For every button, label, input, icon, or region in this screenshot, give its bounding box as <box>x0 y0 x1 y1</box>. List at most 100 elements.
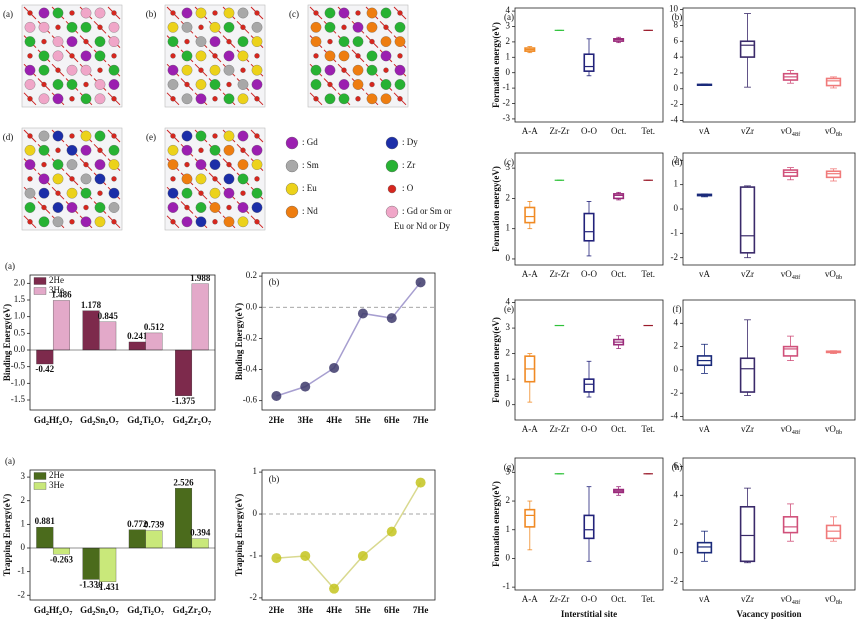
x-tick-label: 4He <box>326 415 342 425</box>
box <box>696 541 713 554</box>
atom <box>83 204 89 211</box>
plot-frame <box>514 457 664 591</box>
atom <box>52 202 64 213</box>
atom <box>111 219 117 225</box>
value-label: 1.988 <box>190 273 211 283</box>
y-tick-label: 1 <box>674 179 679 189</box>
atom <box>38 144 50 156</box>
y-tick-label: 0.0 <box>246 301 258 311</box>
y-tick-label: 0 <box>506 399 511 409</box>
atom <box>254 133 260 139</box>
panel-label: (f) <box>673 304 682 314</box>
x-tick-label: vO48f <box>781 126 801 138</box>
bar <box>99 321 117 351</box>
structure-image <box>21 4 123 108</box>
value-label: -1.431 <box>96 582 120 592</box>
atom <box>97 147 103 153</box>
legend-swatch <box>33 277 47 285</box>
legend-label: 2He <box>49 275 64 285</box>
atom <box>209 202 221 213</box>
structure-image <box>164 4 266 108</box>
structure-label: (b) <box>146 9 157 19</box>
atom <box>209 21 221 33</box>
atom <box>251 144 263 156</box>
atom <box>195 50 207 62</box>
box <box>739 40 756 58</box>
y-tick-label: 1.0 <box>14 311 26 321</box>
x-tick-label: 4He <box>326 605 342 615</box>
marker <box>386 313 397 324</box>
atom <box>352 79 364 90</box>
atom <box>251 79 263 90</box>
y-tick-label: 2 <box>506 495 511 505</box>
x-tick-label: Zr-Zr <box>549 424 569 434</box>
atom <box>223 93 235 105</box>
y-axis-title: Formation energy(eV) <box>491 166 501 252</box>
atom <box>198 147 204 153</box>
bar <box>191 283 209 351</box>
legend-swatch <box>33 482 47 490</box>
atom <box>181 130 193 142</box>
y-tick-label: 1 <box>506 373 511 383</box>
atom <box>66 144 78 156</box>
atom <box>380 79 392 90</box>
atom <box>97 67 103 73</box>
plot-frame <box>29 274 216 411</box>
x-tick-label: Tet. <box>641 424 655 434</box>
x-tick-label: 7He <box>413 415 429 425</box>
atom <box>397 10 403 16</box>
y-tick-label: -0.4 <box>243 364 258 374</box>
panel-label: (b) <box>269 474 280 484</box>
atom <box>251 159 263 170</box>
plot-frame <box>682 152 856 266</box>
atom <box>181 216 193 228</box>
atom <box>38 173 50 185</box>
atom <box>83 81 89 88</box>
atom <box>327 38 333 45</box>
y-tick-label: -0.6 <box>243 395 258 405</box>
atom <box>212 176 218 182</box>
atom <box>27 219 33 225</box>
atom <box>66 159 78 170</box>
atom <box>94 173 106 185</box>
y-tick-label: 1 <box>506 524 511 534</box>
atom <box>209 79 221 90</box>
atom <box>52 173 64 185</box>
y-axis-title: Formation energy(eV) <box>491 481 501 567</box>
legend-swatch <box>385 136 399 150</box>
marker <box>357 550 368 561</box>
bar <box>175 349 193 396</box>
legend-label: : Sm <box>302 160 319 170</box>
atom <box>198 190 204 196</box>
atom <box>212 10 218 16</box>
x-tick-label: Oct. <box>611 424 626 434</box>
atom <box>223 64 235 76</box>
x-tick-label: O-O <box>581 126 597 136</box>
atom <box>38 64 50 76</box>
atom <box>195 36 207 47</box>
x-tick-label: Tet. <box>641 126 655 136</box>
x-tick-label: Gd2Hf2O7 <box>34 415 73 427</box>
box <box>583 514 595 540</box>
structure-label: (e) <box>146 132 156 142</box>
atom <box>254 10 260 16</box>
x-tick-label: Oct. <box>611 594 626 604</box>
atom <box>80 216 92 228</box>
atom <box>181 7 193 19</box>
atom <box>66 202 78 213</box>
y-tick-label: 0 <box>674 203 679 213</box>
atom <box>167 36 179 47</box>
x-tick-label: vO8b <box>825 269 842 281</box>
atom <box>80 93 92 105</box>
panel-label: (h) <box>672 462 683 472</box>
legend-label: 3He <box>49 480 64 490</box>
x-tick-label: A-A <box>522 424 538 434</box>
atom <box>380 7 392 19</box>
atom <box>24 64 36 76</box>
legend-swatch <box>33 472 47 480</box>
atom <box>254 53 260 59</box>
atom <box>369 38 375 45</box>
atom <box>41 204 47 211</box>
atom <box>167 159 179 170</box>
atom <box>212 53 218 59</box>
